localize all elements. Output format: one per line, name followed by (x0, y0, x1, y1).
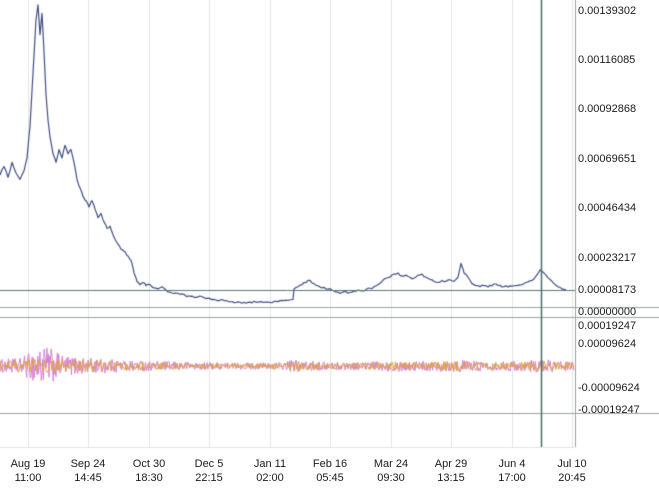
x-axis-label: Feb 16 05:45 (300, 457, 360, 485)
x-axis-time: 14:45 (74, 472, 102, 484)
x-axis-date: Jan 11 (253, 458, 287, 470)
x-axis-label: Jan 11 02:00 (240, 457, 300, 485)
y-axis-label: 0.00046434 (578, 202, 637, 214)
x-axis-label: Mar 24 09:30 (361, 457, 421, 485)
x-axis-date: Sep 24 (70, 458, 106, 470)
x-axis-date: Jun 4 (498, 458, 526, 470)
y-axis-label: 0.00009624 (578, 338, 637, 350)
x-axis-time: 18:30 (135, 472, 163, 484)
y-axis-label: 0.00139302 (578, 5, 637, 17)
x-axis-time: 09:30 (377, 472, 405, 484)
y-axis-label: 0.00023217 (578, 252, 637, 264)
x-axis-label: Aug 19 11:00 (0, 457, 58, 485)
x-axis-date: Apr 29 (434, 458, 468, 470)
x-axis-date: Feb 16 (312, 458, 348, 470)
x-axis-time: 02:00 (256, 472, 284, 484)
y-axis-label: 0.00116085 (578, 54, 636, 66)
y-axis-label: 0.00092868 (578, 103, 637, 115)
y-axis-label: -0.00009624 (578, 382, 640, 394)
x-axis-date: Oct 30 (132, 458, 166, 470)
y-axis-label: -0.00019247 (578, 404, 640, 416)
x-axis-label: Jun 4 17:00 (482, 457, 542, 485)
y-axis-label: 0.00019247 (578, 320, 637, 332)
x-axis-time: 22:15 (195, 472, 223, 484)
x-axis-time: 17:00 (498, 472, 526, 484)
x-axis-label: Dec 5 22:15 (179, 457, 239, 485)
x-axis-date: Jul 10 (557, 458, 587, 470)
x-axis-date: Mar 24 (373, 458, 409, 470)
x-axis-time: 05:45 (316, 472, 344, 484)
x-axis-label: Apr 29 13:15 (421, 457, 481, 485)
x-axis-date: Dec 5 (194, 458, 224, 470)
x-axis-time: 13:15 (437, 472, 465, 484)
x-axis-label: Oct 30 18:30 (119, 457, 179, 485)
x-axis-label: Jul 10 20:45 (542, 457, 602, 485)
x-axis-time: 11:00 (14, 472, 42, 484)
y-axis-label: 0.00000000 (578, 306, 637, 318)
x-axis-time: 20:45 (558, 472, 586, 484)
y-axis-label: 0.00069651 (578, 153, 637, 165)
last-price-label: 0.00008173 (578, 284, 637, 296)
x-axis-date: Aug 19 (10, 458, 46, 470)
x-axis-label: Sep 24 14:45 (58, 457, 118, 485)
